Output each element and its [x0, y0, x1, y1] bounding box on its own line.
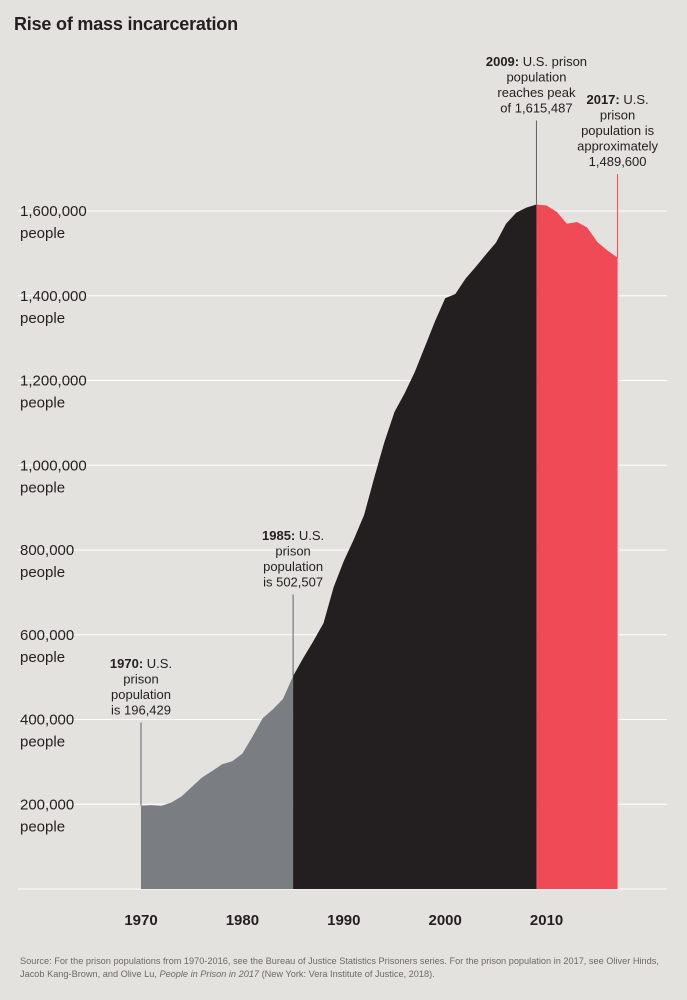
y-tick-label: 400,000	[20, 712, 74, 729]
annotation-line: population	[111, 687, 171, 702]
annotation-year: 2017:	[586, 92, 623, 107]
area-series	[141, 204, 618, 889]
source-text: Source: For the prison populations from …	[20, 956, 659, 979]
annotation-line: U.S. prison	[523, 54, 587, 69]
area-segment-1985-2009	[293, 204, 537, 889]
y-tick-unit: people	[20, 479, 65, 496]
annotations: 1970: U.S. prison population is 196,4291985…	[110, 54, 659, 806]
y-tick-label: 200,000	[20, 796, 74, 813]
y-tick-unit: people	[20, 225, 65, 242]
annotation-line: is 502,507	[263, 575, 323, 590]
annotation-line: U.S.	[623, 92, 648, 107]
annotation-line: U.S.	[299, 528, 324, 543]
source-text-end: (New York: Vera Institute of Justice, 20…	[259, 969, 435, 979]
x-tick-label: 1980	[226, 912, 259, 929]
source-note: Source: For the prison populations from …	[20, 955, 670, 981]
annotation-1985: 1985: U.S. prison population is 502,507	[262, 528, 324, 590]
area-segment-2009-2017	[536, 204, 618, 889]
annotation-line: is 196,429	[111, 703, 171, 718]
annotation-year: 1985:	[262, 528, 299, 543]
x-tick-label: 2000	[429, 912, 462, 929]
annotation-line: prison	[123, 672, 158, 687]
x-tick-label: 1990	[327, 912, 360, 929]
area-segment-1970-1985	[141, 676, 294, 889]
x-tick-label: 2010	[530, 912, 563, 929]
annotation-2009: 2009: U.S. prison population reaches peak o…	[486, 54, 587, 116]
annotation-line: reaches peak	[497, 85, 576, 100]
annotation-line: population is	[581, 123, 654, 138]
annotation-line: population	[263, 559, 323, 574]
y-axis-labels: 200,000 people 400,000 people 600,000 people 8…	[20, 203, 87, 835]
y-tick-label: 1,600,000	[20, 203, 87, 220]
x-axis-labels: 1970 1980 1990 2000 2010	[124, 912, 563, 929]
y-tick-unit: people	[20, 310, 65, 327]
annotation-year: 1970:	[110, 656, 147, 671]
y-tick-label: 1,000,000	[20, 457, 87, 474]
y-tick-label: 1,400,000	[20, 288, 87, 305]
annotation-line: population	[506, 70, 566, 85]
annotation-line: U.S.	[147, 656, 172, 671]
y-tick-unit: people	[20, 395, 65, 412]
annotation-line: prison	[275, 544, 310, 559]
x-tick-label: 1970	[124, 912, 157, 929]
y-tick-unit: people	[20, 564, 65, 581]
y-tick-label: 800,000	[20, 542, 74, 559]
annotation-line: of 1,615,487	[500, 101, 572, 116]
incarceration-area-chart: 200,000 people 400,000 people 600,000 people 8…	[18, 54, 667, 929]
annotation-line: 1,489,600	[589, 154, 647, 169]
y-tick-unit: people	[20, 649, 65, 666]
y-tick-label: 600,000	[20, 627, 74, 644]
annotation-1970: 1970: U.S. prison population is 196,429	[110, 656, 172, 718]
y-tick-unit: people	[20, 818, 65, 835]
annotation-line: prison	[600, 108, 635, 123]
y-tick-unit: people	[20, 734, 65, 751]
chart-title: Rise of mass incarceration	[14, 14, 238, 34]
source-publication-title: People in Prison in 2017	[159, 969, 260, 979]
annotation-2017: 2017: U.S. prison population is approximate…	[577, 92, 658, 169]
annotation-year: 2009:	[486, 54, 523, 69]
annotation-line: approximately	[577, 139, 658, 154]
y-tick-label: 1,200,000	[20, 373, 87, 390]
